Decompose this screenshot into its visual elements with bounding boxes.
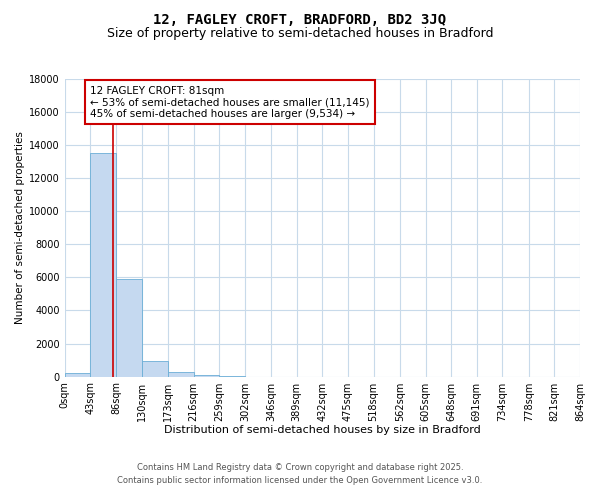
Bar bbox=[168, 372, 194, 376]
Bar bbox=[194, 375, 219, 376]
Y-axis label: Number of semi-detached properties: Number of semi-detached properties bbox=[15, 132, 25, 324]
Text: Size of property relative to semi-detached houses in Bradford: Size of property relative to semi-detach… bbox=[107, 28, 493, 40]
Bar bbox=[116, 279, 142, 376]
Text: 12, FAGLEY CROFT, BRADFORD, BD2 3JQ: 12, FAGLEY CROFT, BRADFORD, BD2 3JQ bbox=[154, 12, 446, 26]
Bar bbox=[65, 374, 91, 376]
Text: Contains HM Land Registry data © Crown copyright and database right 2025.: Contains HM Land Registry data © Crown c… bbox=[137, 464, 463, 472]
Bar bbox=[142, 361, 168, 376]
Text: 12 FAGLEY CROFT: 81sqm
← 53% of semi-detached houses are smaller (11,145)
45% of: 12 FAGLEY CROFT: 81sqm ← 53% of semi-det… bbox=[91, 86, 370, 119]
Bar bbox=[91, 154, 116, 376]
Text: Contains public sector information licensed under the Open Government Licence v3: Contains public sector information licen… bbox=[118, 476, 482, 485]
X-axis label: Distribution of semi-detached houses by size in Bradford: Distribution of semi-detached houses by … bbox=[164, 425, 481, 435]
